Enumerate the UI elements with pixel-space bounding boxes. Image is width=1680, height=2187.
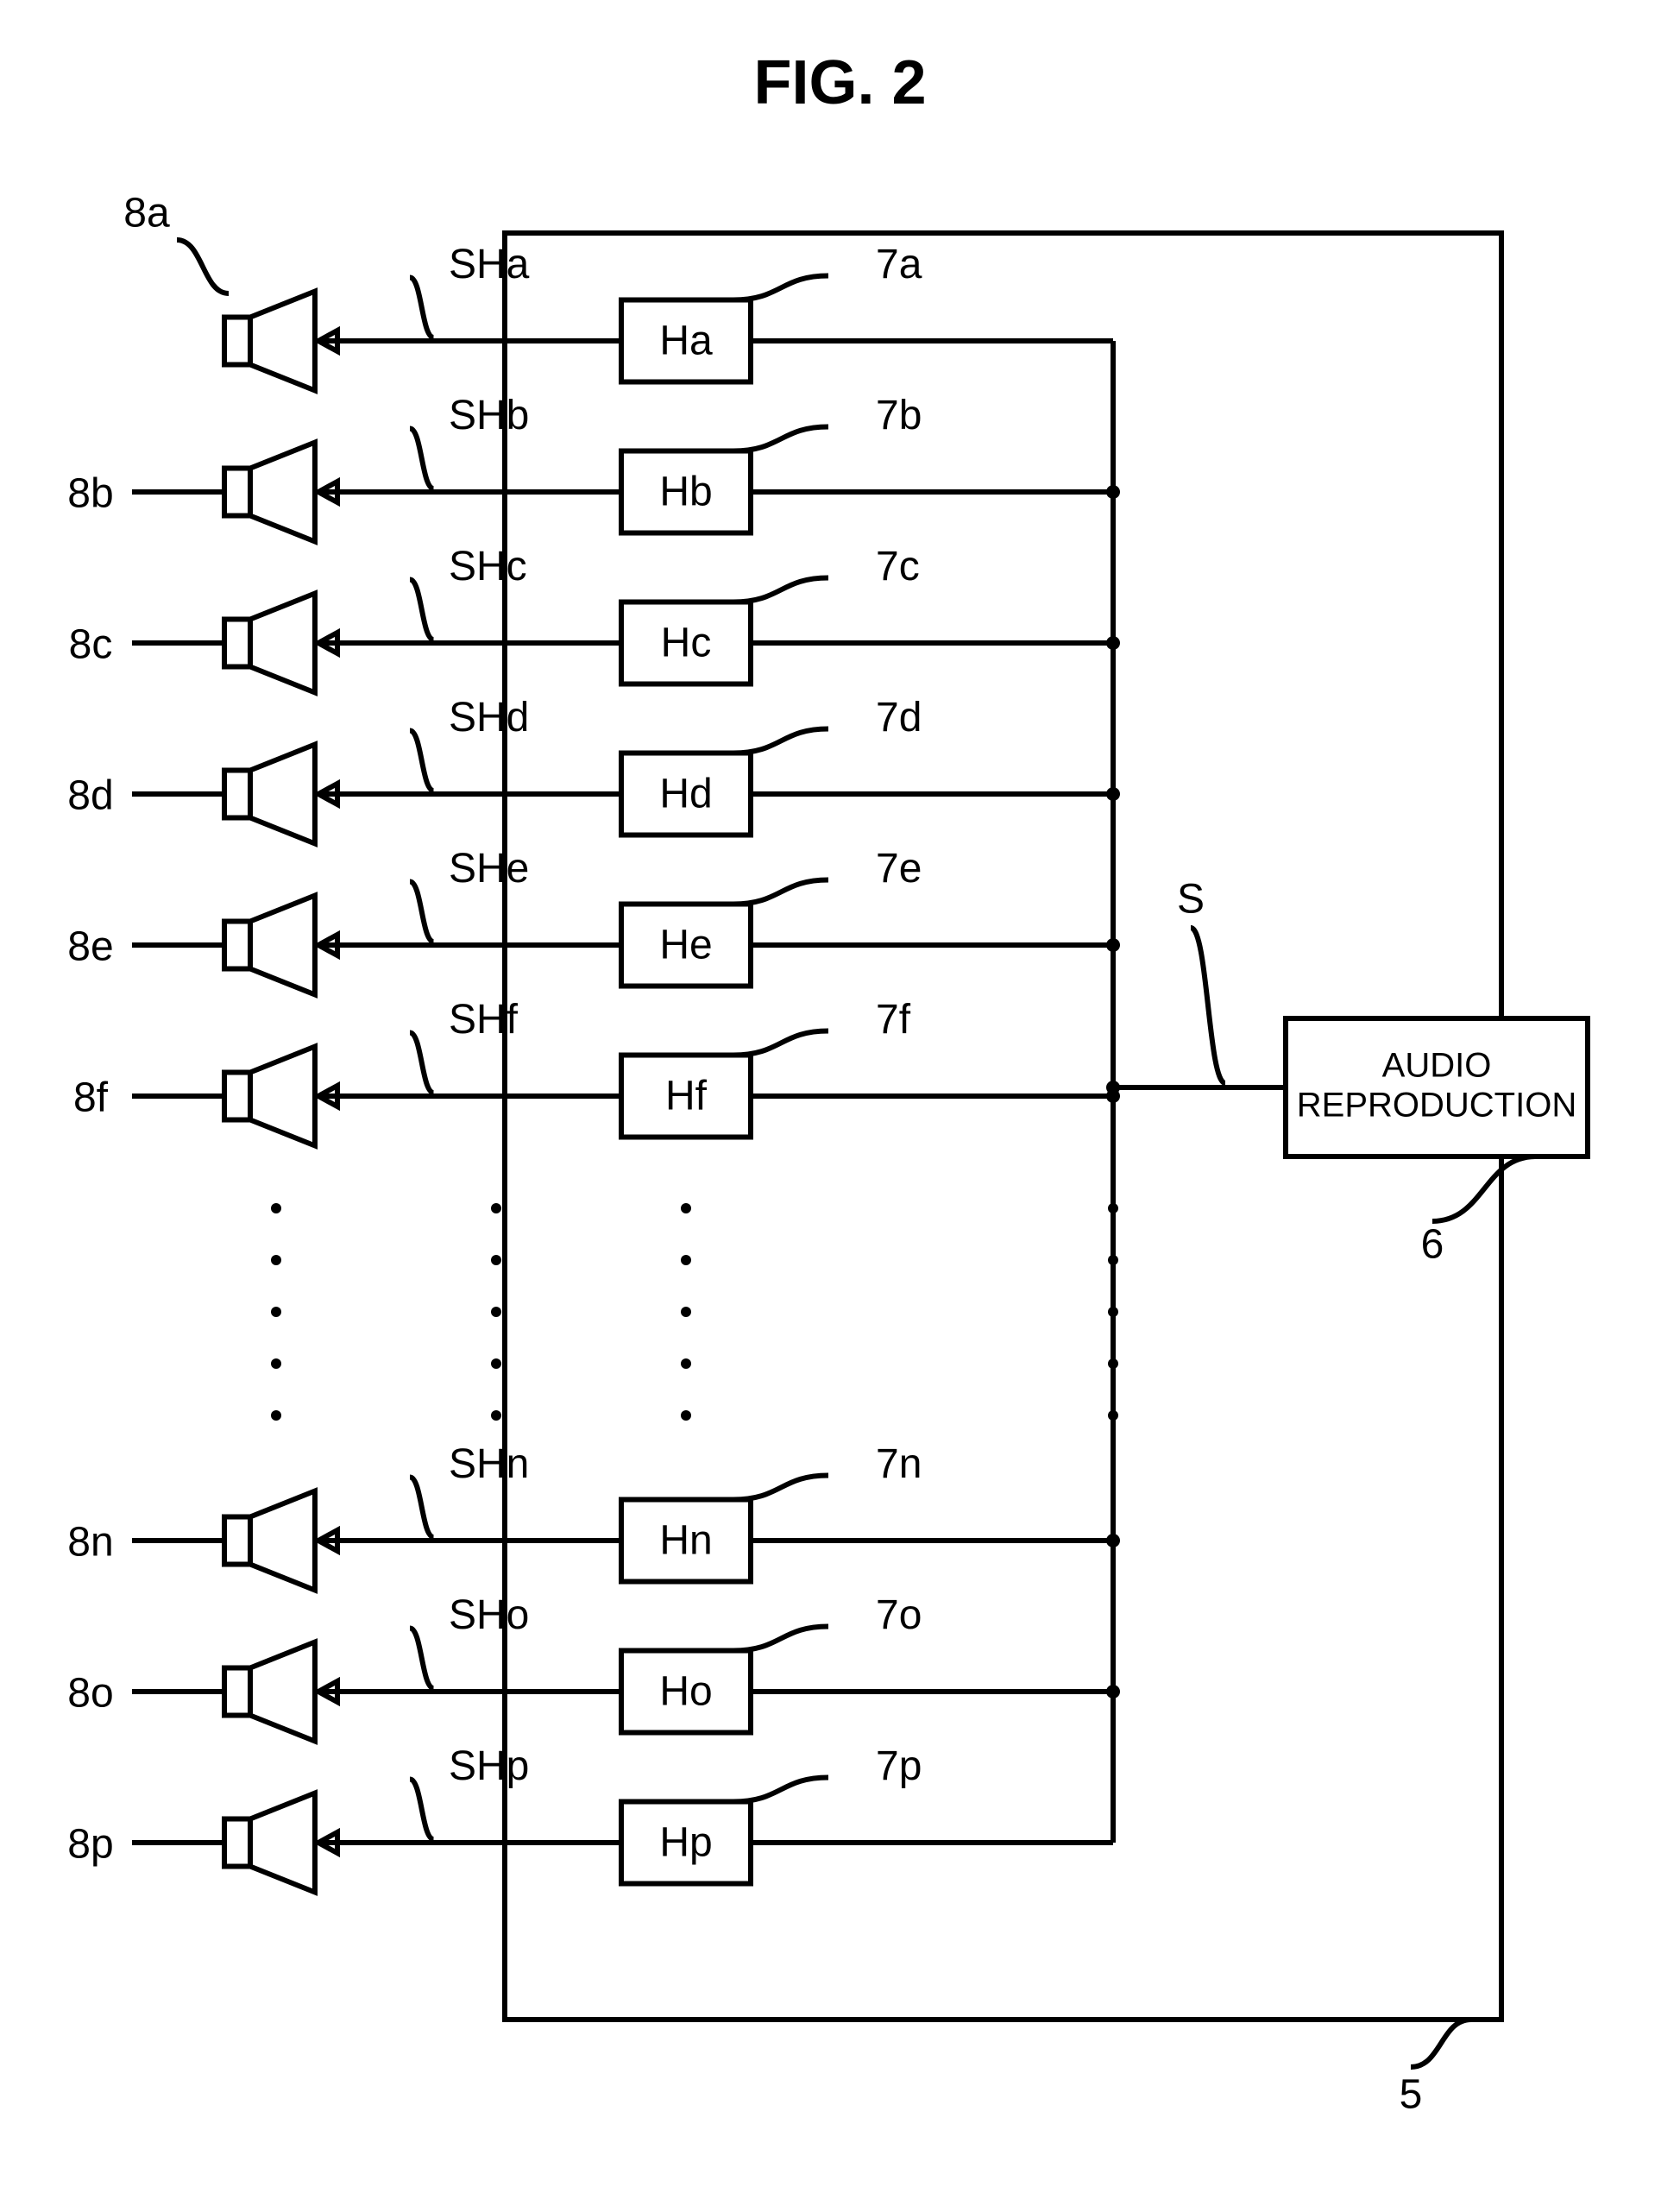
ref-7n: 7n: [876, 1441, 922, 1487]
ellipsis-dot: [1108, 1410, 1118, 1421]
signal-SHb: SHb: [449, 393, 529, 438]
ellipsis-dot: [491, 1358, 501, 1369]
signal-SHf: SHf: [449, 997, 519, 1043]
ref-8n: 8n: [67, 1520, 113, 1566]
ellipsis-dot: [491, 1307, 501, 1317]
signal-SHp: SHp: [449, 1743, 529, 1789]
filter-label-Hf: Hf: [665, 1074, 708, 1119]
ellipsis-dot: [681, 1255, 691, 1265]
junction-Hc: [1106, 636, 1120, 650]
ref-8o: 8o: [67, 1671, 113, 1717]
speaker-body-icon: [224, 1517, 250, 1565]
ellipsis-dot: [1108, 1358, 1118, 1369]
signal-SHa: SHa: [449, 242, 530, 287]
leader-SHf: [410, 1033, 434, 1094]
ellipsis-dot: [1108, 1255, 1118, 1265]
ref-8d: 8d: [67, 773, 113, 819]
speaker-body-icon: [224, 771, 250, 818]
speaker-cone-icon: [250, 292, 315, 391]
speaker-cone-icon: [250, 594, 315, 693]
junction-Ho: [1106, 1685, 1120, 1699]
leader-SHp: [410, 1780, 434, 1840]
audio-reproduction-label: REPRODUCTION: [1297, 1087, 1576, 1125]
speaker-body-icon: [224, 620, 250, 667]
speaker-cone-icon: [250, 1793, 315, 1893]
leader-SHb: [410, 429, 434, 489]
ellipsis-dot: [681, 1358, 691, 1369]
speaker-body-icon: [224, 1073, 250, 1120]
speaker-cone-icon: [250, 1642, 315, 1742]
ref-7p: 7p: [876, 1743, 922, 1789]
filter-label-Hb: Hb: [659, 470, 712, 515]
ellipsis-dot: [681, 1307, 691, 1317]
junction-He: [1106, 938, 1120, 952]
junction-Hb: [1106, 485, 1120, 499]
signal-SHn: SHn: [449, 1441, 529, 1487]
leader-SHe: [410, 882, 434, 942]
junction-audio: [1106, 1081, 1120, 1094]
ref-7f: 7f: [876, 997, 911, 1043]
signal-SHc: SHc: [449, 544, 527, 589]
ref-8f: 8f: [73, 1075, 109, 1121]
speaker-body-icon: [224, 1668, 250, 1716]
ref-5: 5: [1400, 2072, 1423, 2118]
junction-Hn: [1106, 1534, 1120, 1547]
speaker-cone-icon: [250, 745, 315, 844]
ref-8e: 8e: [67, 924, 113, 970]
ellipsis-dot: [1108, 1307, 1118, 1317]
ref-8b: 8b: [67, 471, 113, 517]
filter-label-Hc: Hc: [661, 621, 712, 666]
speaker-body-icon: [224, 922, 250, 969]
speaker-cone-icon: [250, 1047, 315, 1146]
ellipsis-dot: [271, 1203, 281, 1213]
ref-8c: 8c: [69, 622, 113, 668]
leader-SHd: [410, 731, 434, 791]
ref-7c: 7c: [876, 544, 920, 589]
leader-SHn: [410, 1478, 434, 1538]
ellipsis-dot: [681, 1203, 691, 1213]
filter-label-Ho: Ho: [659, 1669, 712, 1715]
ref-8p: 8p: [67, 1822, 113, 1868]
junction-Hd: [1106, 787, 1120, 801]
audio-reproduction-label: AUDIO: [1382, 1047, 1492, 1085]
ellipsis-dot: [491, 1203, 501, 1213]
signal-SHd: SHd: [449, 695, 529, 741]
filter-label-Hd: Hd: [659, 772, 712, 817]
ellipsis-dot: [271, 1358, 281, 1369]
signal-SHo: SHo: [449, 1592, 529, 1638]
ref-7o: 7o: [876, 1592, 922, 1638]
speaker-body-icon: [224, 469, 250, 516]
speaker-body-icon: [224, 318, 250, 365]
ref-7d: 7d: [876, 695, 922, 741]
ellipsis-dot: [1108, 1203, 1118, 1213]
ellipsis-dot: [271, 1307, 281, 1317]
figure-title: FIG. 2: [753, 48, 926, 117]
figure-canvas: FIG. 2 5 AUDIOREPRODUCTION S 6 Ha 7a SHa 8a Hb 7b S…: [0, 0, 1680, 2187]
filter-label-Hp: Hp: [659, 1820, 712, 1866]
speaker-cone-icon: [250, 1491, 315, 1591]
leader-SHo: [410, 1629, 434, 1689]
speaker-cone-icon: [250, 896, 315, 995]
ellipsis-dot: [491, 1255, 501, 1265]
ref-7b: 7b: [876, 393, 922, 438]
ellipsis-dot: [491, 1410, 501, 1421]
ellipsis-dot: [681, 1410, 691, 1421]
ellipsis-dot: [271, 1255, 281, 1265]
speaker-cone-icon: [250, 443, 315, 542]
ref-7a: 7a: [876, 242, 922, 287]
leader-SHc: [410, 580, 434, 640]
ref-8a: 8a: [123, 191, 170, 236]
filter-label-He: He: [659, 923, 712, 968]
ellipsis-dot: [271, 1410, 281, 1421]
filter-label-Hn: Hn: [659, 1518, 712, 1564]
signal-S: S: [1177, 877, 1205, 923]
leader-5: [1411, 2020, 1471, 2067]
leader-SHa: [410, 278, 434, 338]
leader-8a: [177, 240, 229, 293]
signal-SHe: SHe: [449, 846, 529, 892]
ref-6: 6: [1421, 1222, 1444, 1268]
ref-7e: 7e: [876, 846, 922, 892]
speaker-body-icon: [224, 1819, 250, 1867]
filter-label-Ha: Ha: [659, 318, 713, 364]
